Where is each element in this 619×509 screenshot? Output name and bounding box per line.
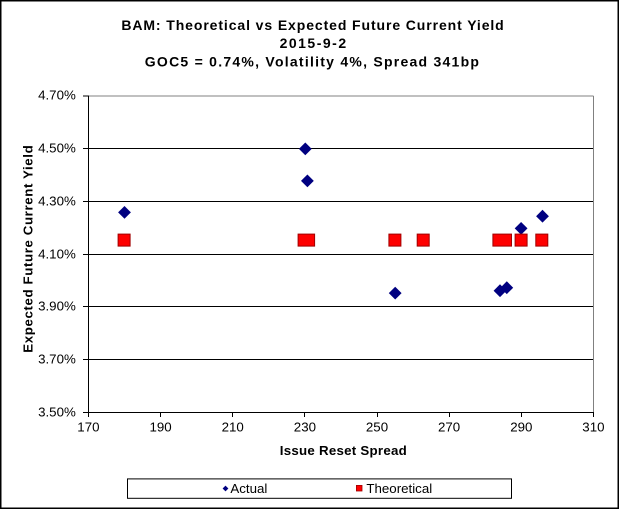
svg-text:4.30%: 4.30% [38, 194, 76, 209]
svg-text:4.50%: 4.50% [38, 141, 76, 156]
svg-text:310: 310 [582, 419, 604, 434]
svg-text:4.10%: 4.10% [38, 247, 76, 262]
svg-text:210: 210 [222, 419, 244, 434]
svg-text:230: 230 [294, 419, 316, 434]
svg-text:Actual: Actual [230, 481, 267, 496]
svg-text:170: 170 [77, 419, 99, 434]
svg-text:BAM: Theoretical vs Expected F: BAM: Theoretical vs Expected Future Curr… [121, 17, 504, 33]
svg-text:250: 250 [366, 419, 388, 434]
svg-text:2015-9-2: 2015-9-2 [280, 35, 348, 51]
svg-text:Expected Future Current Yield: Expected Future Current Yield [20, 145, 35, 353]
svg-text:4.70%: 4.70% [38, 88, 76, 103]
svg-text:3.70%: 3.70% [38, 352, 76, 367]
svg-text:GOC5 = 0.74%, Volatility 4%, S: GOC5 = 0.74%, Volatility 4%, Spread 341b… [145, 53, 480, 69]
svg-text:Theoretical: Theoretical [366, 481, 432, 496]
svg-text:Issue Reset Spread: Issue Reset Spread [280, 443, 407, 458]
svg-text:270: 270 [438, 419, 460, 434]
svg-text:3.90%: 3.90% [38, 299, 76, 314]
svg-text:3.50%: 3.50% [38, 405, 76, 420]
svg-text:190: 190 [150, 419, 172, 434]
svg-text:290: 290 [510, 419, 532, 434]
